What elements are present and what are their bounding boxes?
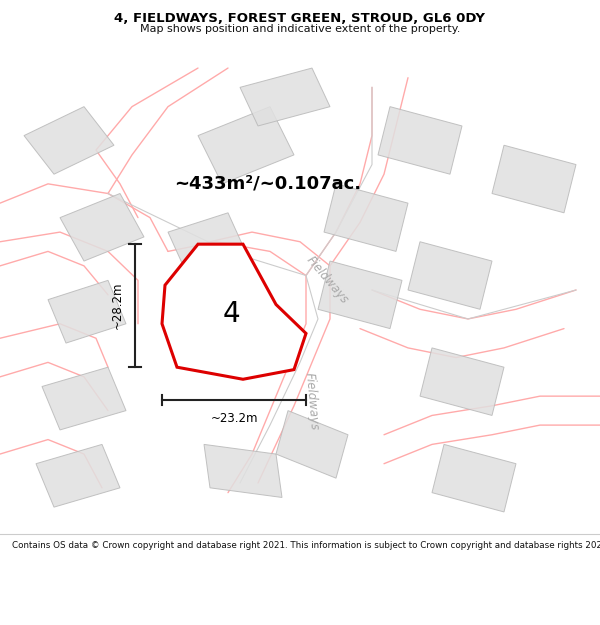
Polygon shape: [168, 213, 252, 285]
Polygon shape: [420, 348, 504, 416]
Polygon shape: [48, 281, 126, 343]
Polygon shape: [324, 184, 408, 251]
Polygon shape: [162, 244, 306, 379]
Text: Fieldways: Fieldways: [303, 371, 321, 431]
Polygon shape: [198, 107, 294, 184]
Text: Map shows position and indicative extent of the property.: Map shows position and indicative extent…: [140, 24, 460, 34]
Polygon shape: [318, 261, 402, 329]
Polygon shape: [378, 107, 462, 174]
Polygon shape: [42, 368, 126, 430]
Polygon shape: [492, 145, 576, 212]
Polygon shape: [36, 444, 120, 507]
Text: 4: 4: [222, 300, 240, 328]
Polygon shape: [408, 242, 492, 309]
Text: ~433m²/~0.107ac.: ~433m²/~0.107ac.: [174, 175, 361, 193]
Text: Fieldways: Fieldways: [304, 254, 350, 307]
Text: ~23.2m: ~23.2m: [210, 412, 258, 425]
Polygon shape: [60, 194, 144, 261]
Text: ~28.2m: ~28.2m: [111, 282, 124, 329]
Polygon shape: [240, 68, 330, 126]
Polygon shape: [24, 107, 114, 174]
Polygon shape: [432, 444, 516, 512]
Text: Contains OS data © Crown copyright and database right 2021. This information is : Contains OS data © Crown copyright and d…: [12, 541, 600, 549]
Text: 4, FIELDWAYS, FOREST GREEN, STROUD, GL6 0DY: 4, FIELDWAYS, FOREST GREEN, STROUD, GL6 …: [115, 12, 485, 25]
Polygon shape: [276, 411, 348, 478]
Polygon shape: [204, 444, 282, 498]
